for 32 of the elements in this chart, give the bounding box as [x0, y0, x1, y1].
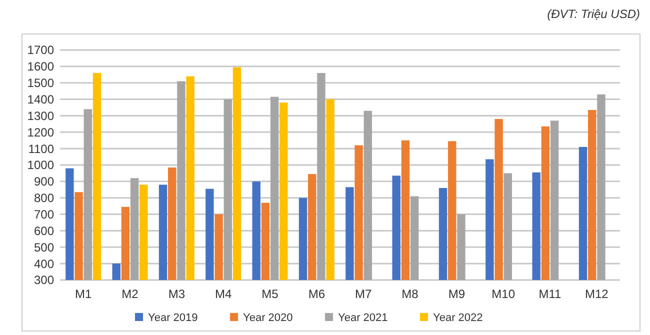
- x-tick-label: M2: [122, 287, 139, 301]
- text: (ĐVT: Triệu USD): [547, 7, 640, 21]
- legend-label: Year 2020: [243, 312, 293, 324]
- y-tick-label: 1700: [27, 43, 54, 58]
- x-tick-label: M11: [538, 287, 562, 301]
- x-tick-label: M7: [354, 287, 372, 301]
- y-tick-label: 600: [34, 224, 54, 238]
- legend-label: Year 2022: [433, 312, 483, 324]
- x-tick-label: M5: [262, 287, 279, 301]
- legend-label: Year 2019: [148, 312, 198, 324]
- x-tick-label: M12: [584, 287, 609, 301]
- y-tick-label: 1100: [28, 142, 54, 156]
- legend-label: Year 2021: [338, 312, 388, 324]
- x-tick-label: M8: [402, 287, 419, 301]
- y-tick-label: 500: [34, 240, 54, 254]
- x-tick-label: M4: [214, 287, 232, 301]
- y-tick-label: 1000: [27, 158, 54, 172]
- y-tick-label: 1500: [27, 76, 54, 90]
- y-tick-label: 1200: [27, 125, 54, 140]
- x-tick-label: M10: [492, 287, 516, 301]
- y-tick-label: 800: [34, 191, 54, 206]
- x-tick-label: M1: [74, 287, 92, 301]
- y-tick-label: 1300: [27, 108, 54, 123]
- y-tick-label: 900: [34, 174, 54, 189]
- y-tick-label: 700: [34, 207, 54, 222]
- x-tick-label: M9: [448, 287, 466, 301]
- x-tick-label: M3: [168, 287, 186, 301]
- y-tick-label: 1400: [27, 92, 54, 106]
- y-tick-label: 400: [34, 256, 54, 271]
- y-tick-label: 300: [34, 273, 54, 288]
- y-tick-label: 1600: [27, 60, 54, 74]
- x-tick-label: M6: [308, 287, 326, 301]
